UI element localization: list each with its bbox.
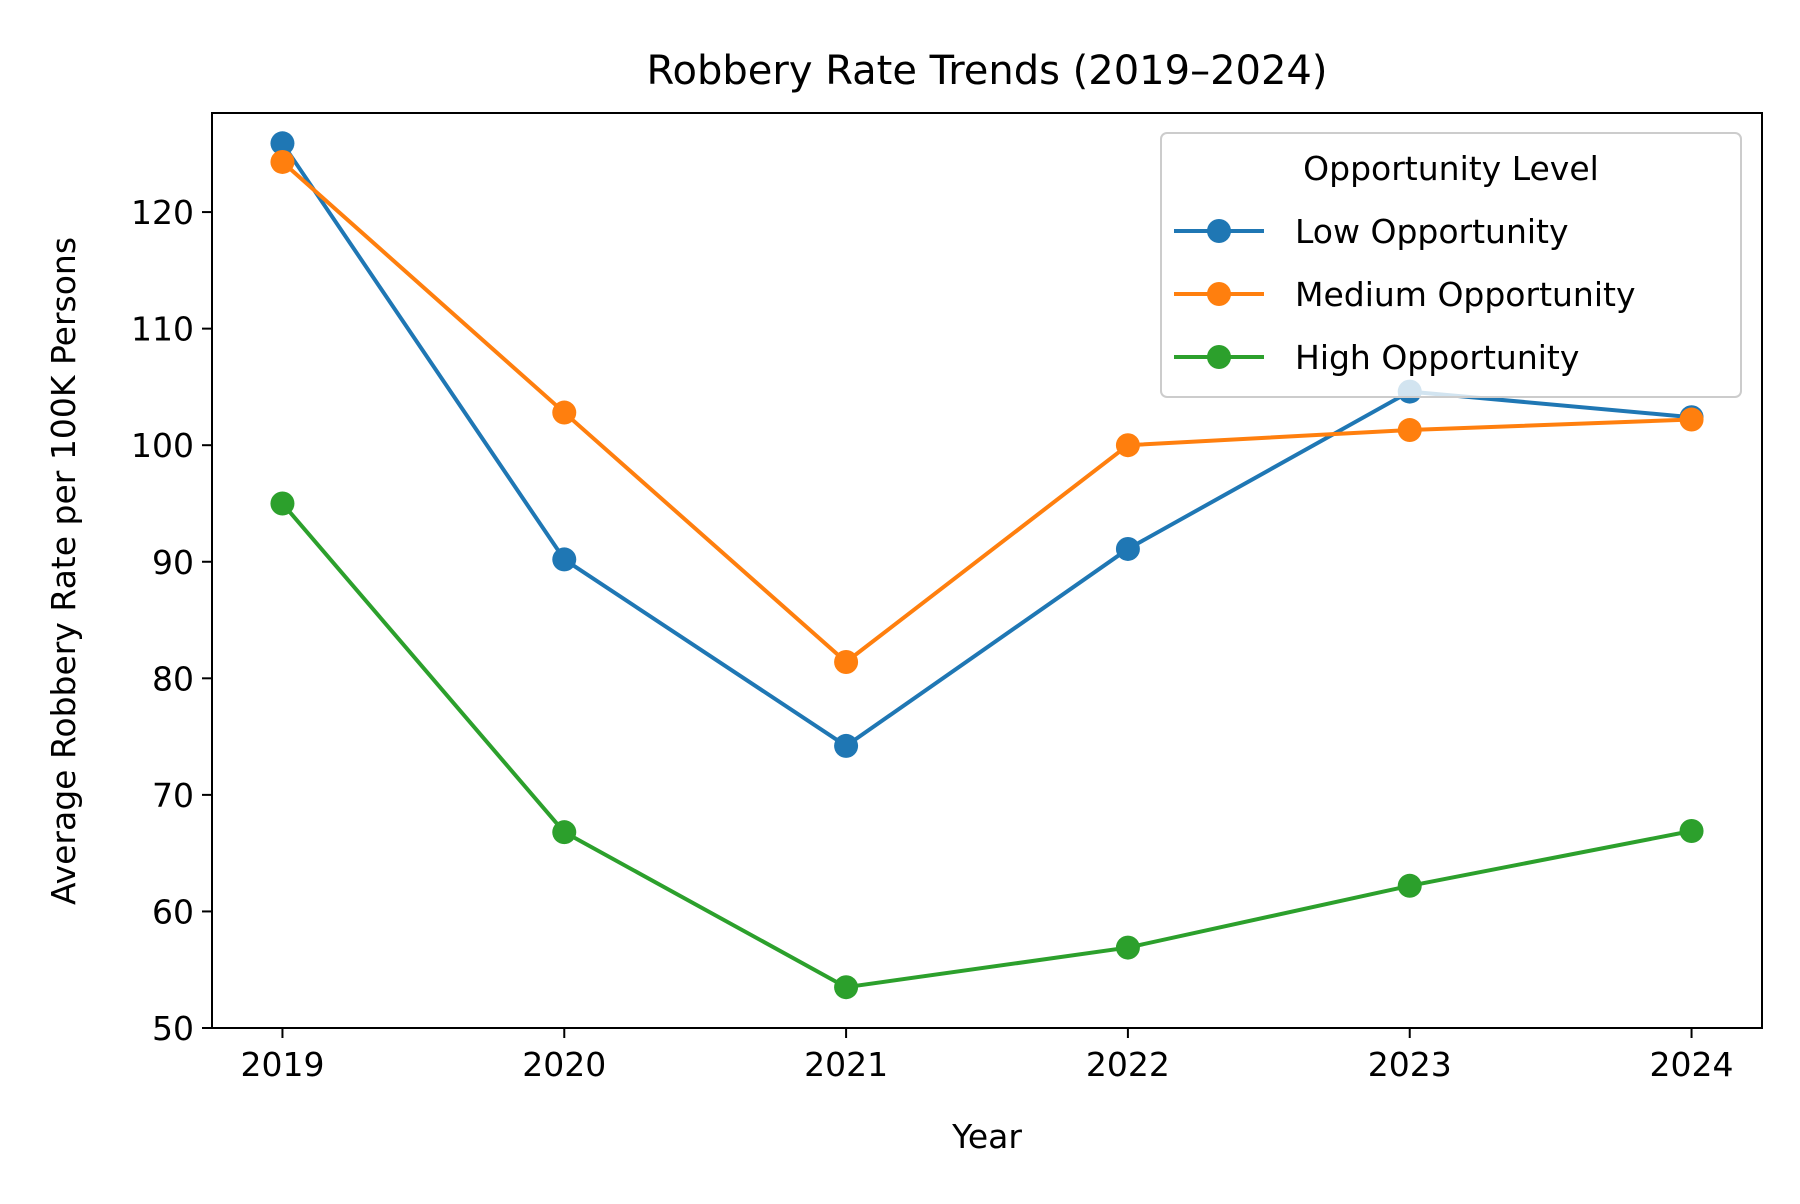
y-axis-label: Average Robbery Rate per 100K Persons	[44, 237, 83, 905]
axes: 2019 2020 2021 2022 2023 2024 50 60 70 80 90 100 110…	[131, 112, 1763, 1084]
chart-title: Robbery Rate Trends (2019–2024)	[647, 48, 1328, 94]
data-point	[270, 149, 295, 174]
data-point	[1115, 536, 1140, 561]
data-point	[834, 975, 859, 1000]
y-tick-label: 120	[131, 193, 194, 232]
legend: Opportunity Level Low Opportunity Medium …	[1160, 132, 1742, 398]
data-point	[1679, 819, 1704, 844]
legend-item: Medium Opportunity	[1174, 275, 1635, 314]
data-point	[834, 650, 859, 674]
legend-item: High Opportunity	[1174, 338, 1579, 377]
y-tick-label: 80	[152, 659, 194, 698]
y-tick-label: 90	[152, 543, 194, 582]
x-tick-label: 2021	[804, 1045, 888, 1084]
y-tick-label: 110	[131, 310, 194, 349]
data-point	[1679, 407, 1704, 432]
y-tick-label: 50	[152, 1009, 194, 1048]
legend-marker-swatch	[1207, 345, 1231, 369]
legend-label: Medium Opportunity	[1295, 275, 1635, 314]
x-tick-label: 2024	[1650, 1045, 1734, 1084]
data-point	[552, 400, 577, 425]
series-2	[270, 491, 1704, 1000]
legend-marker-swatch	[1207, 282, 1231, 306]
data-point	[834, 733, 859, 758]
data-point	[552, 547, 577, 572]
legend-marker-swatch	[1207, 219, 1231, 243]
x-tick-label: 2020	[522, 1045, 606, 1084]
series-1	[270, 149, 1704, 674]
y-tick-label: 70	[152, 776, 194, 815]
data-point	[552, 820, 577, 845]
x-tick-label: 2023	[1368, 1045, 1452, 1084]
y-tick-label: 60	[152, 892, 194, 931]
x-axis-label: Year	[951, 1117, 1022, 1156]
legend-title: Opportunity Level	[1303, 149, 1599, 188]
data-point	[270, 491, 295, 516]
series-line	[281, 160, 1692, 664]
legend-label: Low Opportunity	[1295, 212, 1569, 251]
data-point	[1397, 873, 1422, 898]
x-tick-label: 2019	[240, 1045, 324, 1084]
data-point	[1397, 418, 1422, 443]
y-tick-label: 100	[131, 426, 194, 465]
legend-box	[1160, 132, 1742, 398]
data-point	[1115, 433, 1140, 458]
data-point	[270, 131, 295, 156]
data-point	[1115, 935, 1140, 960]
legend-label: High Opportunity	[1295, 338, 1579, 377]
axes-frame	[211, 112, 1763, 1029]
x-tick-label: 2022	[1086, 1045, 1170, 1084]
series-line	[280, 502, 1692, 990]
legend-item: Low Opportunity	[1174, 212, 1569, 251]
